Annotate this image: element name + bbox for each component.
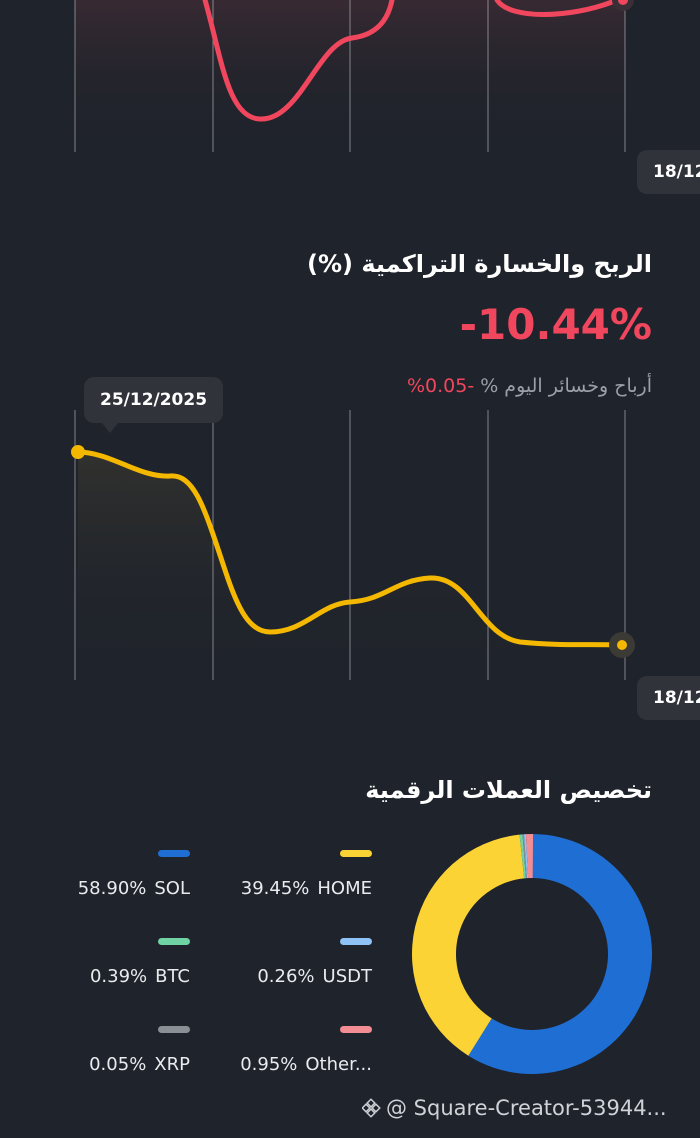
legend-swatch: [158, 1026, 190, 1033]
watermark-text: @ Square-Creator-53944...: [386, 1096, 667, 1120]
legend-swatch: [340, 1026, 372, 1033]
today-pnl-label: أرباح وخسائر اليوم %: [480, 375, 652, 397]
pnl-series-line-tail: [494, 0, 615, 17]
pnl-chart-top-svg: [74, 0, 634, 152]
binance-logo-icon: [362, 1098, 381, 1118]
legend-item-usdt[interactable]: 0.26% USDT: [212, 938, 372, 998]
donut-slice-usdt[interactable]: [523, 834, 529, 879]
cumulative-pnl-chart-svg: [71, 410, 635, 680]
watermark: @ Square-Creator-53944...: [362, 1096, 700, 1120]
legend-swatch: [340, 850, 372, 857]
legend-name: HOME: [317, 878, 372, 899]
end-point: [617, 640, 627, 650]
legend-text: 0.05% XRP: [89, 1054, 190, 1075]
start-point: [71, 445, 85, 459]
donut-slice-xrp[interactable]: [522, 834, 527, 879]
end-date-label: 18/12: [653, 688, 700, 708]
pnl-chart-top[interactable]: 18/12: [0, 0, 700, 200]
legend-percent: 0.26%: [257, 966, 315, 987]
legend-text: 39.45% HOME: [241, 878, 372, 899]
legend-percent: 58.90%: [77, 878, 147, 899]
today-pnl-row: أرباح وخسائر اليوم % -0.05%: [407, 375, 652, 397]
legend-text: 58.90% SOL: [78, 878, 190, 899]
donut-slice-btc[interactable]: [519, 834, 526, 879]
legend-name: BTC: [155, 966, 190, 987]
pnl-series-line: [202, 0, 395, 122]
end-date-label: 18/12: [653, 162, 700, 182]
legend-percent: 0.39%: [89, 966, 148, 987]
tooltip-tail: [102, 423, 118, 433]
legend-name: XRP: [154, 1054, 190, 1075]
legend-percent: 0.95%: [240, 1054, 298, 1075]
cumulative-pnl-title: الربح والخسارة التراكمية (%): [307, 250, 652, 278]
pnl-end-point: [612, 0, 634, 11]
legend-swatch: [158, 938, 190, 945]
tooltip-date: 25/12/2025: [100, 390, 208, 410]
legend-text: 0.95% Other...: [240, 1054, 372, 1075]
legend-name: SOL: [154, 878, 190, 899]
end-date-chip: 18/12: [637, 676, 700, 720]
legend-percent: 39.45%: [240, 878, 310, 899]
legend-swatch: [158, 850, 190, 857]
pnl-end-point-core: [618, 0, 628, 5]
legend-name: USDT: [322, 966, 372, 987]
cumulative-pnl-chart[interactable]: 25/12/2025 18/12: [0, 377, 700, 730]
legend-text: 0.26% USDT: [257, 966, 372, 987]
cumulative-pnl-value: -10.44%: [459, 300, 652, 349]
legend-item-btc[interactable]: 0.39% BTC: [30, 938, 190, 998]
end-date-chip: 18/12: [637, 150, 700, 194]
legend-percent: 0.05%: [89, 1054, 147, 1075]
legend-item-other[interactable]: 0.95% Other...: [212, 1026, 372, 1086]
cumulative-series-line: [75, 449, 625, 648]
donut-slice-other[interactable]: [525, 834, 534, 879]
today-pnl-value: -0.05%: [406, 375, 475, 397]
donut-slice-sol[interactable]: [468, 834, 652, 1074]
legend-item-xrp[interactable]: 0.05% XRP: [30, 1026, 190, 1086]
legend-item-sol[interactable]: 58.90% SOL: [30, 850, 190, 910]
chart-tooltip: 25/12/2025: [84, 377, 224, 433]
allocation-donut-chart[interactable]: [411, 834, 652, 1074]
allocation-title: تخصيص العملات الرقمية: [365, 776, 652, 804]
legend-name: Other...: [305, 1054, 372, 1075]
legend-text: 0.39% BTC: [90, 966, 190, 987]
donut-slice-home[interactable]: [411, 834, 525, 1056]
legend-item-home[interactable]: 39.45% HOME: [212, 850, 372, 910]
legend-swatch: [340, 938, 372, 945]
